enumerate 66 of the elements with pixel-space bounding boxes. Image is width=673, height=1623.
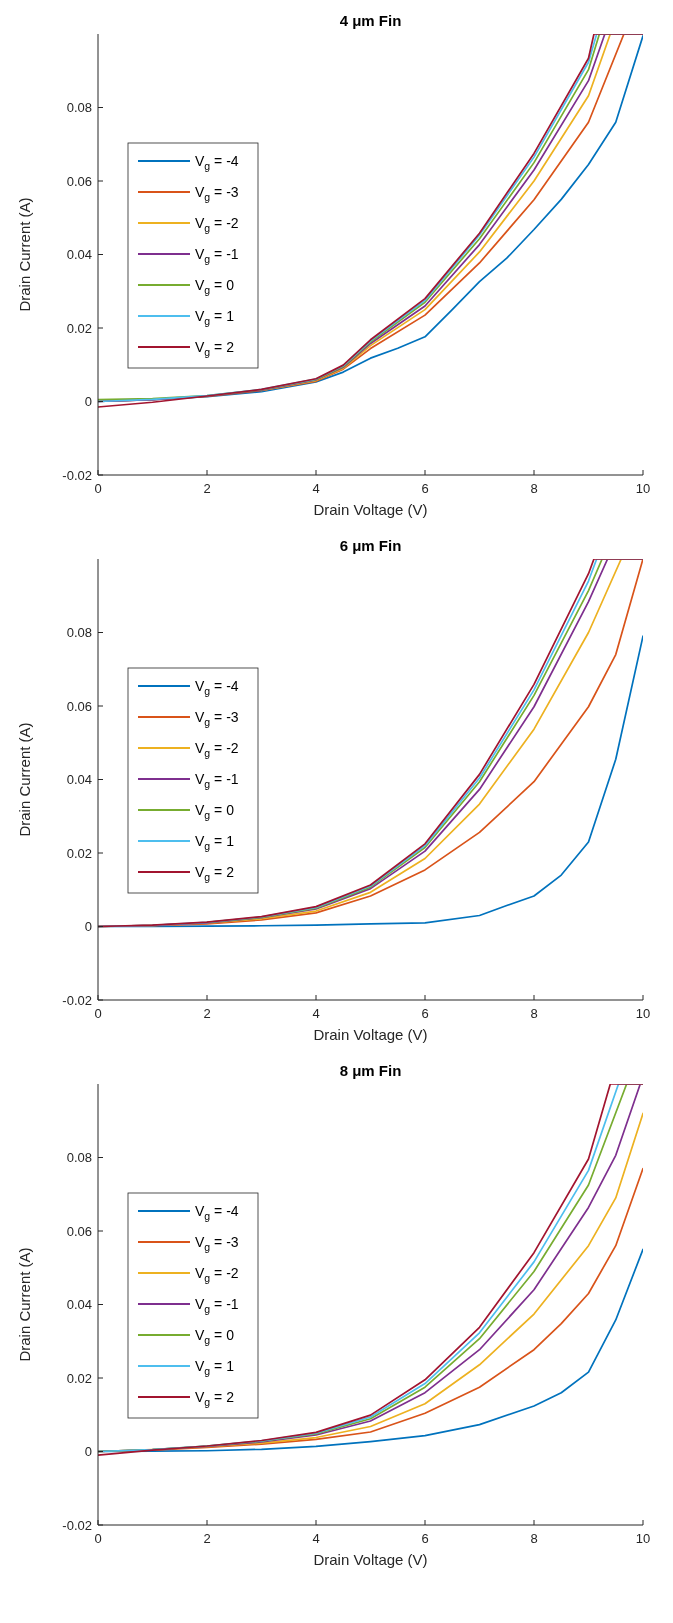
legend-label: V$_{g}$ = 1 <box>195 832 235 852</box>
x-tick-label: 2 <box>203 1006 211 1021</box>
y-tick-label: 0.06 <box>66 698 92 714</box>
y-tick-label: 0.06 <box>66 1223 92 1239</box>
x-tick-label: 2 <box>203 481 211 496</box>
x-tick-label: 6 <box>421 1006 429 1021</box>
y-tick-label: 0.02 <box>66 320 92 336</box>
x-tick-label: 4 <box>312 1006 320 1021</box>
y-tick-label: 0.02 <box>66 845 92 861</box>
x-tick-label: 10 <box>635 1531 651 1546</box>
legend-label: V$_{g}$ = -4 <box>195 1202 239 1222</box>
y-tick-label: 0.04 <box>66 1297 92 1313</box>
chart-title: 8 μm Fin <box>339 1062 402 1079</box>
legend-label: V$_{g}$ = -3 <box>195 1233 239 1253</box>
x-tick-label: 2 <box>203 1531 211 1546</box>
x-tick-label: 6 <box>421 1531 429 1546</box>
legend-label: V$_{g}$ = 1 <box>195 307 235 327</box>
legend-label: V$_{g}$ = 0 <box>195 276 235 296</box>
y-tick-label: -0.02 <box>62 467 92 483</box>
legend-label: V$_{g}$ = -4 <box>195 152 239 172</box>
x-axis-title: Drain Voltage (V) <box>313 1026 428 1043</box>
y-tick-label: 0 <box>84 394 92 410</box>
legend-label: V$_{g}$ = 0 <box>195 1326 235 1346</box>
y-tick-label: 0.02 <box>66 1370 92 1386</box>
legend-label: V$_{g}$ = -1 <box>195 245 239 265</box>
legend-label: V$_{g}$ = -3 <box>195 183 239 203</box>
y-tick-label: 0 <box>84 919 92 935</box>
legend-label: V$_{g}$ = -4 <box>195 677 239 697</box>
legend-label: V$_{g}$ = 1 <box>195 1357 235 1377</box>
legend-label: V$_{g}$ = -2 <box>195 739 239 759</box>
y-tick-label: 0.08 <box>66 1150 92 1166</box>
legend-label: V$_{g}$ = 0 <box>195 801 235 821</box>
legend-label: V$_{g}$ = 2 <box>195 863 235 883</box>
chart-title: 6 μm Fin <box>339 537 402 554</box>
y-tick-label: -0.02 <box>62 1517 92 1533</box>
legend-label: V$_{g}$ = -1 <box>195 770 239 790</box>
x-tick-label: 10 <box>635 481 651 496</box>
x-tick-label: 4 <box>312 481 320 496</box>
y-axis-title: Drain Current (A) <box>16 1247 33 1362</box>
y-tick-label: 0.08 <box>66 625 92 641</box>
y-tick-label: -0.02 <box>62 992 92 1008</box>
y-tick-label: 0.04 <box>66 247 92 263</box>
y-tick-label: 0.08 <box>66 100 92 116</box>
legend-label: V$_{g}$ = -2 <box>195 1264 239 1284</box>
x-axis-title: Drain Voltage (V) <box>313 1551 428 1568</box>
y-axis-title: Drain Current (A) <box>16 722 33 837</box>
legend-label: V$_{g}$ = 2 <box>195 1388 235 1408</box>
x-tick-label: 8 <box>530 1006 538 1021</box>
x-axis-title: Drain Voltage (V) <box>313 501 428 518</box>
x-tick-label: 0 <box>94 481 102 496</box>
x-tick-label: 4 <box>312 1531 320 1546</box>
x-tick-label: 6 <box>421 481 429 496</box>
y-tick-label: 0.04 <box>66 772 92 788</box>
y-tick-label: 0 <box>84 1444 92 1460</box>
x-tick-label: 8 <box>530 481 538 496</box>
y-tick-label: 0.06 <box>66 173 92 189</box>
legend-label: V$_{g}$ = -1 <box>195 1295 239 1315</box>
x-tick-label: 10 <box>635 1006 651 1021</box>
y-axis-title: Drain Current (A) <box>16 197 33 312</box>
legend-label: V$_{g}$ = -3 <box>195 708 239 728</box>
x-tick-label: 0 <box>94 1006 102 1021</box>
chart-title: 4 μm Fin <box>339 12 402 29</box>
x-tick-label: 8 <box>530 1531 538 1546</box>
legend-label: V$_{g}$ = 2 <box>195 338 235 358</box>
x-tick-label: 0 <box>94 1531 102 1546</box>
legend-label: V$_{g}$ = -2 <box>195 214 239 234</box>
